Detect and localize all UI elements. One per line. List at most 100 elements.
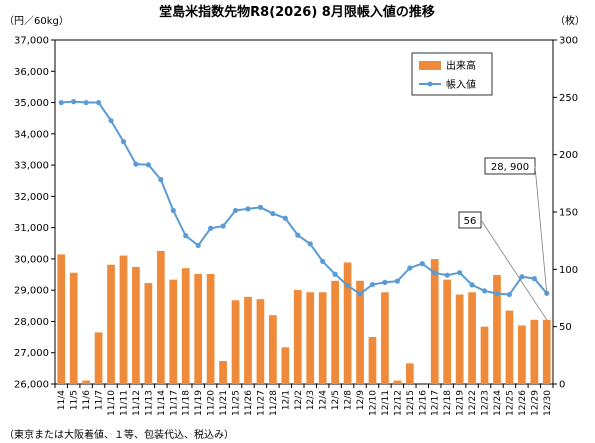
legend: 出来高 帳入値 [411, 52, 493, 96]
left-tick-label: 37,000 [14, 36, 49, 47]
settlement-line-path [61, 100, 548, 296]
settlement-point [444, 272, 450, 278]
x-tick-label: 12/5 [331, 390, 341, 410]
settlement-point [282, 215, 288, 221]
settlement-point [469, 282, 475, 288]
x-tick-label: 12/1 [281, 390, 291, 410]
settlement-point [158, 176, 164, 183]
volume-bar [144, 283, 153, 384]
x-tick-label: 12/16 [418, 390, 428, 416]
x-tick-label: 12/3 [306, 390, 316, 410]
volume-bar [269, 315, 277, 384]
x-tick-label: 12/2 [294, 390, 304, 410]
volume-bar [405, 363, 414, 384]
x-tick-label: 11/19 [194, 390, 204, 416]
left-axis-unit: （円／60kg） [4, 15, 69, 27]
volume-bar [206, 273, 215, 384]
x-tick-label: 12/23 [481, 390, 491, 416]
settlement-point [344, 282, 351, 289]
settlement-point [320, 258, 326, 265]
x-tick-label: 12/12 [393, 390, 403, 416]
settlement-point [208, 225, 214, 231]
left-tick-label: 30,000 [14, 254, 49, 265]
settlement-point [295, 232, 301, 238]
x-tick-label: 11/4 [57, 390, 67, 410]
left-tick-label: 34,000 [14, 129, 49, 140]
volume-bar [119, 255, 128, 384]
x-tick-label: 12/11 [381, 390, 391, 416]
right-axis-ticks: 0 50 100 150 200 250 300 [553, 36, 578, 391]
volume-bar [493, 275, 501, 384]
x-tick-label: 11/28 [269, 390, 279, 416]
volume-bar [194, 273, 203, 384]
settlement-point [369, 281, 376, 288]
x-tick-label: 11/7 [95, 390, 105, 410]
left-tick-label: 35,000 [14, 98, 49, 109]
right-tick-label: 200 [559, 150, 578, 161]
settlement-point [83, 99, 89, 106]
callout-volume: 56 [458, 211, 548, 321]
x-axis-ticks: 11/4 11/5 11/6 11/7 11/10 11/11 11/12 11/13 11/1… [54, 384, 554, 416]
x-tick-label: 11/20 [207, 390, 217, 416]
volume-bar [256, 299, 265, 384]
right-tick-label: 100 [559, 265, 578, 276]
x-tick-label: 11/12 [132, 390, 142, 416]
volume-bar [156, 250, 165, 384]
settlement-point [71, 99, 77, 105]
left-tick-label: 29,000 [14, 286, 49, 297]
volume-bar [368, 336, 377, 384]
x-tick-label: 12/18 [443, 390, 453, 416]
right-tick-label: 300 [559, 36, 578, 47]
volume-bar [356, 280, 364, 384]
settlement-point [506, 291, 513, 298]
x-tick-label: 12/26 [518, 390, 528, 416]
x-tick-label: 11/5 [70, 390, 80, 410]
x-tick-label: 12/15 [406, 390, 416, 416]
settlement-point [220, 223, 226, 229]
volume-bar [219, 361, 227, 384]
settlement-point [245, 206, 251, 212]
volume-bars [57, 250, 551, 384]
settlement-point [58, 99, 64, 106]
volume-bar [518, 325, 526, 384]
settlement-point [170, 207, 176, 214]
settlement-point [531, 276, 537, 282]
settlement-point [108, 118, 114, 124]
settlement-point [457, 270, 463, 276]
settlement-line [58, 99, 550, 298]
settlement-point [95, 99, 102, 106]
left-tick-label: 32,000 [14, 192, 49, 203]
settlement-point [519, 274, 525, 280]
chart-title: 堂島米指数先物R8(2026) 8月限帳入値の推移 [159, 4, 435, 20]
x-tick-label: 11/11 [119, 390, 129, 416]
settlement-point [407, 265, 413, 271]
x-tick-label: 12/22 [468, 390, 478, 416]
callout-volume-label: 56 [464, 216, 477, 227]
settlement-point [432, 270, 438, 276]
left-tick-label: 36,000 [14, 67, 49, 78]
settlement-point [481, 288, 488, 294]
volume-bar [94, 332, 103, 384]
volume-bar [57, 254, 66, 384]
volume-bar [231, 300, 240, 384]
settlement-point [232, 207, 239, 214]
x-tick-label: 12/4 [319, 390, 329, 410]
x-tick-label: 11/14 [157, 390, 167, 416]
right-tick-label: 0 [559, 380, 565, 391]
settlement-point [494, 291, 500, 297]
volume-bar [468, 292, 476, 384]
callout-volume-leader [480, 219, 548, 321]
volume-bar [331, 280, 339, 384]
x-tick-label: 11/10 [107, 390, 117, 416]
volume-bar [530, 319, 539, 384]
legend-label-settlement: 帳入値 [446, 78, 476, 91]
x-tick-label: 12/24 [493, 390, 503, 416]
right-tick-label: 50 [559, 322, 572, 333]
left-axis-ticks: 26,000 27,000 28,000 29,000 30,000 31,000 32,0… [14, 36, 55, 391]
settlement-point [145, 162, 151, 168]
left-tick-label: 31,000 [14, 223, 49, 234]
right-axis-unit: （枚） [555, 14, 585, 27]
volume-bar [281, 347, 290, 384]
settlement-point [382, 279, 388, 285]
settlement-point [195, 242, 201, 249]
